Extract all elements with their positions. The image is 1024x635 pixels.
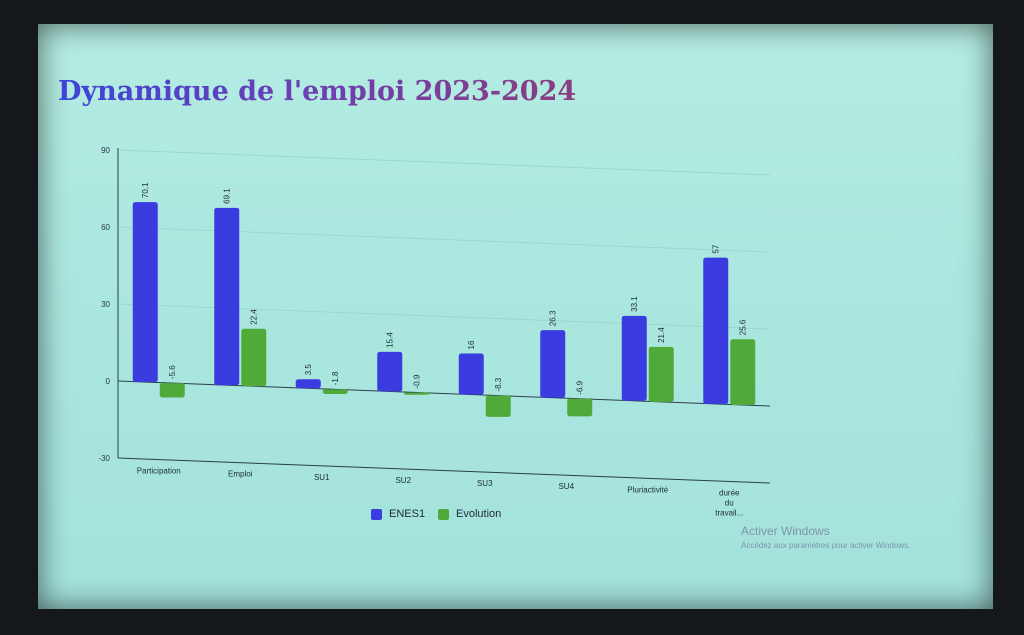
data-label: 25.6 [739, 319, 748, 335]
bar-enes1 [458, 353, 484, 395]
data-label: -5.6 [168, 365, 177, 379]
data-label: 57 [712, 244, 721, 253]
y-tick-label: 0 [106, 377, 111, 386]
data-label: -0.9 [413, 374, 422, 388]
legend-swatch-enes1 [371, 508, 382, 520]
watermark-subtitle: Accédez aux paramètres pour activer Wind… [741, 541, 911, 550]
y-tick-label: -30 [98, 454, 110, 463]
data-label: 33.1 [630, 296, 639, 312]
legend-label-evolution: Evolution [456, 508, 502, 520]
bar-enes1 [295, 379, 321, 389]
bar-evolution [485, 395, 511, 417]
bar-enes1 [132, 202, 158, 383]
bar-enes1 [621, 315, 647, 401]
slide-title: Dynamique de l'emploi 2023-2024 [58, 76, 577, 107]
legend-item-enes1: ENES1 [371, 508, 425, 520]
x-tick-label: SU3 [477, 479, 493, 488]
data-label: 21.4 [657, 327, 666, 343]
windows-activation-watermark: Activer Windows Accédez aux paramètres p… [741, 524, 910, 550]
bar-evolution [159, 383, 185, 398]
y-tick-label: 90 [101, 146, 110, 155]
data-label: -6.9 [576, 380, 585, 394]
bar-evolution [322, 389, 348, 394]
data-label: 70.1 [141, 182, 150, 198]
bar-enes1 [540, 330, 566, 398]
presentation-slide [38, 24, 993, 609]
x-tick-label: Participation [137, 467, 181, 476]
data-label: 26.3 [549, 310, 558, 326]
x-tick-label: SU1 [314, 473, 330, 482]
data-label: 22.4 [250, 309, 259, 325]
legend-label-enes1: ENES1 [389, 508, 426, 520]
bar-evolution [648, 346, 674, 402]
data-label: -1.8 [331, 371, 340, 385]
bar-evolution [567, 398, 593, 417]
x-tick-label: Emploi [228, 470, 253, 479]
data-label: 3.5 [304, 364, 313, 376]
bar-evolution [730, 339, 756, 405]
x-tick-label: durée [719, 488, 740, 497]
bar-evolution [241, 328, 267, 387]
watermark-title: Activer Windows [741, 524, 830, 538]
gridline [117, 149, 771, 176]
legend-swatch-evolution [438, 508, 449, 520]
bar-enes1 [703, 257, 729, 404]
bar-enes1 [377, 351, 403, 392]
x-tick-label: du [725, 498, 734, 507]
x-axis [117, 457, 771, 484]
data-label: 15.4 [386, 332, 395, 348]
x-tick-label: Pluriactivité [627, 485, 668, 494]
x-tick-label: SU4 [558, 482, 574, 491]
x-tick-label: SU2 [395, 476, 411, 485]
data-label: 69.1 [223, 188, 232, 204]
legend-item-evolution: Evolution [438, 508, 501, 520]
x-tick-label: travail... [715, 508, 743, 517]
bar-enes1 [214, 207, 240, 386]
data-label: -8.3 [494, 377, 503, 391]
data-label: 16 [467, 340, 476, 349]
bar-evolution [404, 392, 430, 395]
y-tick-label: 30 [101, 300, 110, 309]
y-tick-label: 60 [101, 223, 110, 232]
